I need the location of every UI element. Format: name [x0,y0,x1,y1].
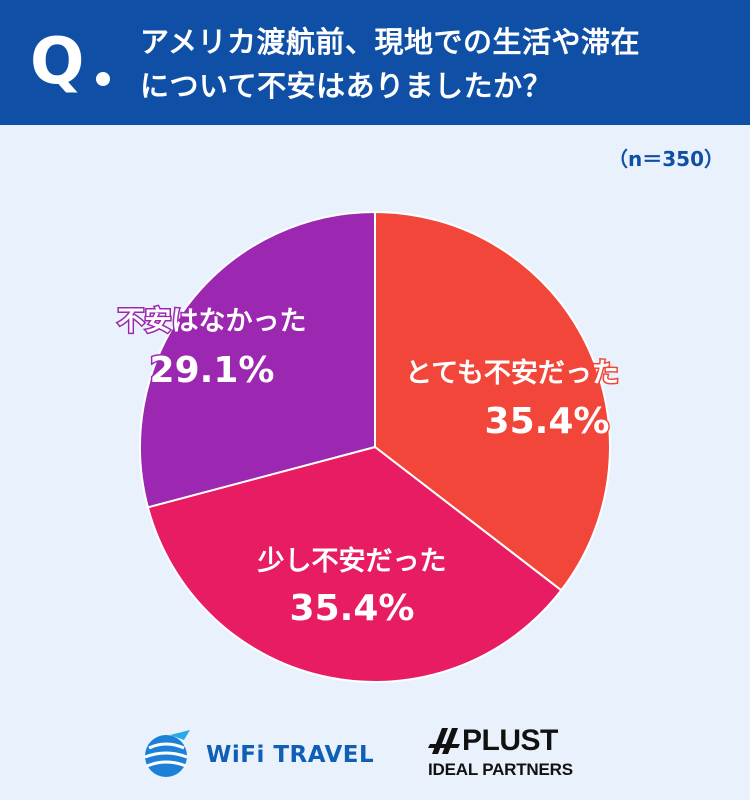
plust-subtitle: IDEAL PARTNERS [428,760,573,779]
pie-slice-2 [146,445,563,683]
wifi-travel-logo: WiFi TRAVEL [140,730,410,780]
question-line-2: について不安はありましたか？ [140,69,553,103]
plust-name: PLUST [462,724,558,757]
slice-label-1: とても不安だった [405,358,619,389]
sample-size: （n＝350） [608,147,724,171]
wifi-travel-text: WiFi TRAVEL [206,742,375,768]
pie-slice-1 [374,210,611,592]
question-q-dot [96,72,110,86]
question-line-1: アメリカ渡航前、現地での生活や滞在 [140,25,641,59]
slice-value-1: 35.4% [485,401,610,442]
slice-value-2: 35.4% [290,588,415,629]
globe-icon [144,730,190,777]
slice-label-3: 不安はなかった [118,306,307,337]
pie-slice-3 [139,210,376,509]
slice-value-3: 29.1% [150,350,275,391]
slice-label-2: 少し不安だった [258,546,447,577]
question-header: Q アメリカ渡航前、現地での生活や滞在 について不安はありましたか？ [0,0,750,125]
pie-chart: とても不安だった 35.4% 少し不安だった 35.4% 不安はなかった 29.1% [116,210,620,683]
plust-mark-icon [428,728,460,754]
plust-logo: PLUST IDEAL PARTNERS [428,724,598,784]
question-text: アメリカ渡航前、現地での生活や滞在 について不安はありましたか？ [140,20,730,108]
question-q-mark: Q [30,25,85,99]
